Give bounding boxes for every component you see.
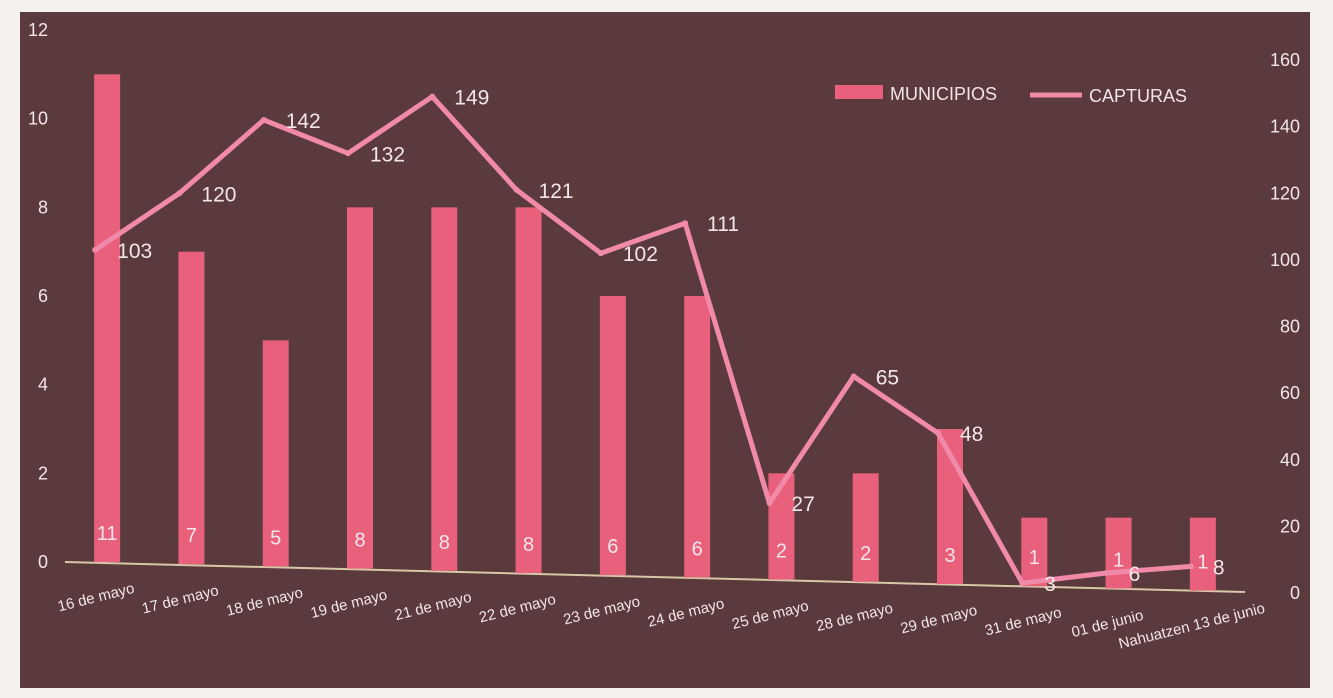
line-data-label: 3	[1044, 573, 1056, 596]
right-axis-tick-label: 0	[1290, 583, 1300, 603]
left-axis-tick-label: 0	[38, 552, 48, 572]
line-data-label: 142	[286, 110, 321, 133]
line-data-label: 102	[623, 243, 658, 266]
bar-municipios	[852, 473, 879, 582]
bar-municipios	[431, 207, 458, 571]
bar-data-label: 5	[270, 527, 281, 549]
bar-data-label: 6	[692, 538, 703, 560]
line-data-label: 120	[201, 183, 236, 206]
x-axis-line	[64, 561, 1246, 593]
line-point-capturas	[513, 186, 520, 193]
bar-municipios	[262, 340, 289, 567]
bar-data-label: 11	[97, 523, 118, 545]
line-point-capturas	[1103, 570, 1110, 577]
line-data-label: 6	[1129, 563, 1141, 586]
right-axis-tick-label: 40	[1280, 450, 1300, 470]
bar-data-label: 1	[1113, 549, 1124, 571]
bar-data-label: 2	[860, 543, 871, 565]
left-axis-tick-label: 6	[38, 286, 48, 306]
bar-municipios	[599, 296, 626, 576]
bar-data-label: 1	[1029, 547, 1040, 569]
line-data-label: 149	[454, 87, 489, 110]
line-point-capturas	[1019, 580, 1026, 587]
bar-data-label: 2	[776, 541, 787, 563]
legend-label-capturas: CAPTURAS	[1089, 86, 1187, 106]
line-point-capturas	[429, 93, 436, 100]
right-axis-tick-label: 60	[1280, 383, 1300, 403]
line-point-capturas	[1187, 563, 1194, 570]
line-data-label: 8	[1213, 556, 1225, 579]
line-point-capturas	[597, 250, 604, 257]
line-data-label: 65	[876, 366, 899, 389]
line-data-label: 111	[707, 213, 739, 236]
left-axis-tick-label: 12	[28, 20, 48, 40]
legend-swatch-municipios	[835, 85, 883, 99]
left-axis-tick-label: 10	[28, 109, 48, 129]
line-data-label: 121	[539, 180, 574, 203]
left-axis-tick-label: 4	[38, 375, 48, 395]
right-axis-tick-label: 80	[1280, 317, 1300, 337]
line-point-capturas	[345, 150, 351, 157]
right-axis-tick-label: 120	[1270, 183, 1300, 203]
line-point-capturas	[260, 116, 267, 123]
line-data-label: 27	[791, 493, 814, 516]
line-capturas	[93, 94, 1192, 586]
bar-municipios	[347, 207, 373, 569]
bar-municipios	[684, 296, 711, 578]
bar-municipios	[1189, 517, 1216, 591]
bar-data-label: 7	[186, 525, 197, 547]
line-point-capturas	[176, 190, 183, 197]
bar-municipios	[94, 74, 121, 562]
line-point-capturas	[92, 246, 99, 253]
bar-municipios	[1105, 517, 1132, 589]
bar-municipios	[1021, 517, 1048, 587]
bar-data-label: 8	[523, 534, 534, 556]
left-axis-tick-label: 2	[38, 463, 48, 483]
line-data-label: 103	[117, 240, 152, 263]
line-point-capturas	[850, 373, 857, 380]
bar-municipios	[515, 207, 542, 574]
line-point-capturas	[682, 220, 689, 227]
bar-data-label: 1	[1197, 552, 1208, 574]
right-axis-tick-label: 100	[1270, 250, 1300, 270]
bar-data-label: 6	[607, 536, 618, 558]
bar-municipios	[178, 251, 205, 565]
right-axis-tick-label: 140	[1270, 117, 1300, 137]
line-point-capturas	[935, 430, 941, 437]
bar-data-label: 8	[439, 532, 450, 554]
legend-label-municipios: MUNICIPIOS	[890, 84, 997, 104]
right-axis-tick-label: 160	[1270, 50, 1300, 70]
bar-data-label: 8	[354, 530, 365, 552]
left-axis-tick-label: 8	[38, 197, 48, 217]
line-data-label: 132	[370, 143, 405, 166]
line-data-label: 48	[960, 423, 983, 446]
line-point-capturas	[766, 500, 773, 507]
bar-data-label: 3	[944, 545, 955, 567]
bar-municipios	[768, 473, 795, 580]
right-axis-tick-label: 20	[1280, 516, 1300, 536]
